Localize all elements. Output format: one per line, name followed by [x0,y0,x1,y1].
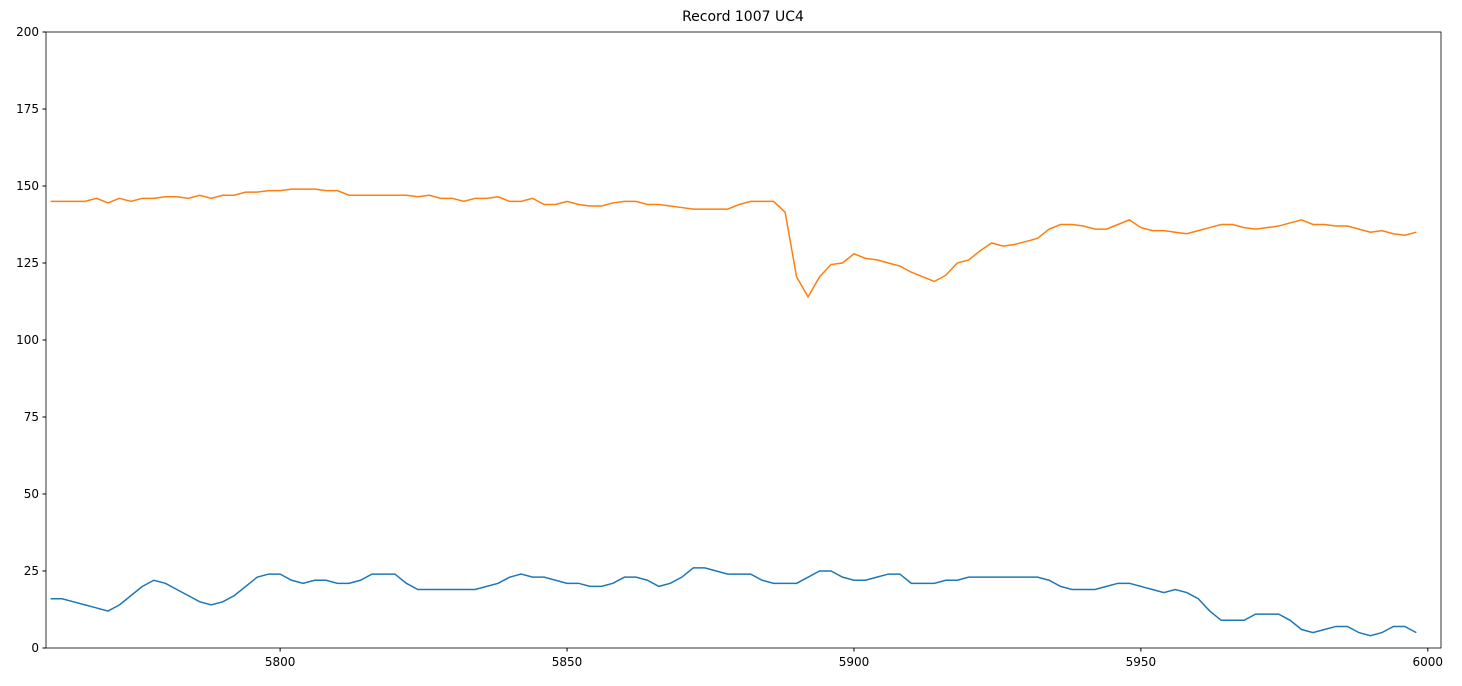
y-tick-label: 0 [31,641,39,655]
y-tick-label: 125 [16,256,39,270]
x-tick-label: 5800 [265,655,296,669]
y-tick-label: 25 [24,564,39,578]
y-tick-label: 75 [24,410,39,424]
chart-title: Record 1007 UC4 [682,9,804,25]
y-tick-label: 175 [16,102,39,116]
x-tick-label: 6000 [1413,655,1444,669]
plot-frame [45,31,1442,649]
x-tick-label: 5950 [1126,655,1157,669]
series-line [50,567,1417,637]
y-tick-label: 50 [24,487,39,501]
x-tick-label: 5850 [552,655,583,669]
y-tick-label: 150 [16,179,39,193]
series-line [50,188,1417,299]
x-tick-label: 5900 [839,655,870,669]
y-tick-label: 100 [16,333,39,347]
plot-area [46,32,1441,648]
y-tick-label: 200 [16,25,39,39]
